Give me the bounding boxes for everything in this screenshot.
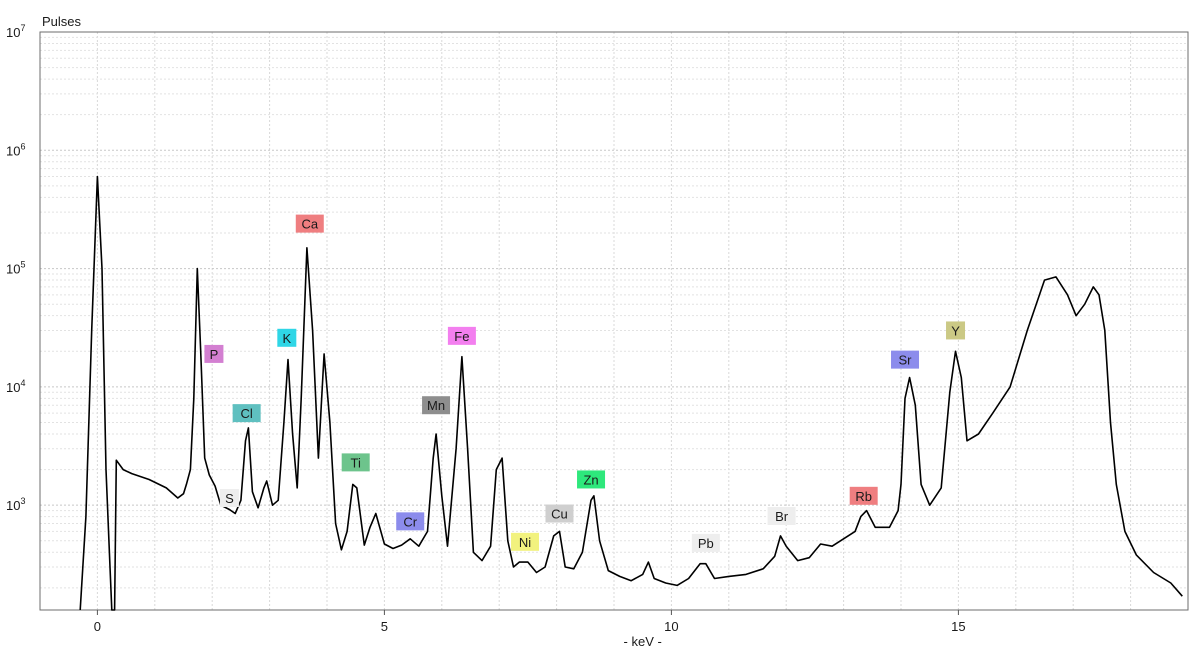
element-label-br: Br: [767, 507, 796, 526]
element-label-box: [396, 512, 425, 531]
element-label-zn: Zn: [577, 470, 606, 489]
element-label-text: Ti: [351, 455, 361, 470]
element-label-text: Rb: [855, 489, 872, 504]
y-tick-label: 105: [6, 260, 25, 277]
element-label-box: [277, 328, 297, 347]
x-axis-title: - keV -: [624, 634, 662, 649]
element-label-y: Y: [946, 321, 966, 340]
x-tick-label: 5: [381, 619, 388, 634]
series-layer: [79, 175, 1183, 611]
element-label-s: S: [219, 489, 239, 508]
element-label-text: Zn: [583, 472, 598, 487]
element-label-text: K: [282, 331, 291, 346]
series-line-0: [79, 175, 1183, 611]
element-label-text: Sr: [899, 353, 913, 368]
element-label-text: Fe: [454, 329, 469, 344]
element-label-fe: Fe: [447, 326, 476, 345]
element-label-text: Mn: [427, 398, 445, 413]
element-label-box: [511, 532, 540, 551]
element-label-k: K: [277, 328, 297, 347]
plot-frame: [39, 31, 1189, 611]
y-tick-label: 107: [6, 23, 25, 40]
y-tick-label: 104: [6, 378, 25, 395]
element-labels: P Cl S K Ca Ti Cr Mn Fe Ni Cu Zn Pb Br Rb Sr Y: [204, 214, 966, 552]
element-label-box: [691, 533, 720, 552]
x-tick-label: 0: [94, 619, 101, 634]
element-label-box: [422, 396, 451, 415]
element-label-box: [219, 489, 239, 508]
element-label-mn: Mn: [422, 396, 451, 415]
element-label-cl: Cl: [232, 404, 261, 423]
element-label-text: Cl: [240, 406, 252, 421]
element-label-box: [577, 470, 606, 489]
element-label-cr: Cr: [396, 512, 425, 531]
element-label-sr: Sr: [891, 350, 920, 369]
element-label-rb: Rb: [849, 486, 878, 505]
element-label-box: [232, 404, 261, 423]
element-label-ni: Ni: [511, 532, 540, 551]
element-label-box: [946, 321, 966, 340]
grid: [39, 31, 1189, 610]
element-label-ti: Ti: [341, 453, 370, 472]
element-label-text: Pb: [698, 536, 714, 551]
element-label-text: Ca: [301, 217, 318, 232]
x-tick-label: 15: [951, 619, 965, 634]
element-label-pb: Pb: [691, 533, 720, 552]
element-label-box: [341, 453, 370, 472]
element-label-box: [849, 486, 878, 505]
x-tick-label: 10: [664, 619, 678, 634]
element-label-text: Br: [775, 509, 789, 524]
element-label-box: [891, 350, 920, 369]
element-label-text: Cu: [551, 507, 568, 522]
element-label-text: Ni: [519, 535, 531, 550]
y-tick-label: 106: [6, 141, 25, 158]
element-label-box: [295, 214, 324, 233]
element-label-box: [767, 507, 796, 526]
element-label-p: P: [204, 344, 224, 363]
y-axis-title: Pulses: [42, 14, 82, 29]
element-label-box: [447, 326, 476, 345]
y-tick-label: 103: [6, 496, 25, 513]
element-label-ca: Ca: [295, 214, 324, 233]
element-label-text: Cr: [403, 514, 417, 529]
element-label-text: Y: [951, 323, 960, 338]
axis-ticks: 0 5 10 15 103 104 105 106 107: [6, 23, 966, 634]
element-label-text: S: [225, 491, 234, 506]
element-label-text: P: [210, 347, 219, 362]
element-label-cu: Cu: [545, 504, 574, 523]
element-label-box: [204, 344, 224, 363]
element-label-box: [545, 504, 574, 523]
